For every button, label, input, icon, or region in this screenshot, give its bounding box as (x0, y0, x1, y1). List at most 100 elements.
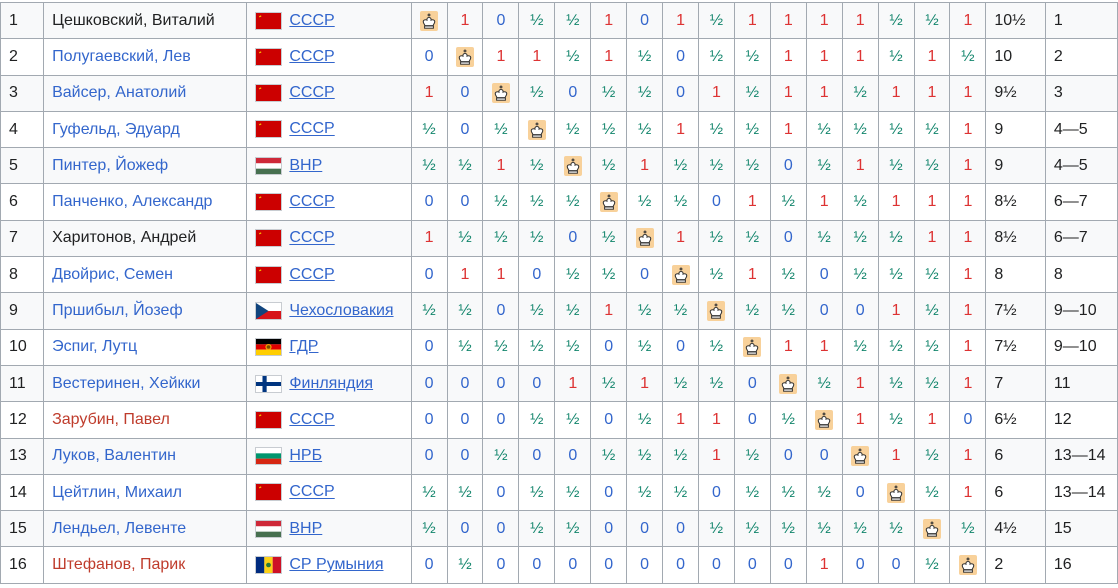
player-name-link[interactable]: Харитонов, Андрей (52, 229, 197, 247)
self-cell (769, 364, 807, 403)
result-value: 0 (855, 302, 865, 320)
player-name-link[interactable]: Цешковский, Виталий (52, 11, 215, 29)
country-link[interactable]: ГДР (289, 338, 319, 356)
country-link[interactable]: СССР (289, 48, 335, 66)
game-result: ½ (410, 147, 448, 185)
game-result: 1 (626, 147, 664, 185)
game-result: ½ (482, 110, 520, 149)
result-value: ½ (745, 229, 760, 247)
player-name-cell: Зарубин, Павел (43, 401, 248, 439)
game-result: ½ (626, 183, 664, 221)
result-value: ½ (781, 519, 795, 537)
game-result: ½ (518, 219, 556, 258)
game-result: 0 (446, 364, 484, 403)
result-value: 1 (963, 483, 973, 501)
chess-king-icon (491, 83, 510, 104)
table-row: 6 Панченко, Александр СССР 0 0 ½ ½ ½ ½ ½ 0 1 ½ 1 ½ 1 1 1 8… (0, 183, 1118, 221)
table-row: 7 Харитонов, Андрей СССР 1 ½ ½ ½ 0 ½ 1 ½ ½ 0 ½ ½ ½ 1 1 8½ 6… (0, 219, 1118, 258)
country-link[interactable]: НРБ (289, 447, 323, 465)
player-name-link[interactable]: Пршибыл, Йозеф (52, 302, 183, 320)
country-link[interactable]: ВНР (289, 519, 323, 537)
result-value: 1 (712, 84, 721, 102)
player-name-link[interactable]: Пинтер, Йожеф (52, 156, 169, 174)
country-link[interactable]: СССР (289, 483, 335, 501)
game-result: ½ (698, 256, 735, 294)
result-value: ½ (781, 302, 795, 320)
country-link[interactable]: СССР (289, 411, 335, 429)
game-result: 1 (949, 437, 987, 475)
country-link[interactable]: СССР (289, 120, 335, 138)
game-result: ½ (913, 292, 951, 330)
player-name-link[interactable]: Цейтлин, Михаил (52, 483, 183, 501)
result-value: ½ (781, 193, 795, 211)
table-row: 13 Луков, Валентин НРБ 0 0 ½ 0 0 ½ ½ ½ 1 ½ 0 0 1 ½ 1 6 13—1… (0, 437, 1118, 475)
country-link[interactable]: СССР (289, 265, 335, 283)
player-name-link[interactable]: Двойрис, Семен (52, 265, 174, 283)
result-value: 1 (424, 84, 434, 102)
flag-fin-icon (255, 374, 283, 393)
country-link[interactable]: СР Румыния (289, 556, 384, 574)
player-name-link[interactable]: Эспиг, Лутц (52, 338, 138, 356)
game-result: ½ (733, 473, 771, 512)
game-result: 1 (446, 256, 484, 294)
game-result: 1 (769, 328, 807, 366)
chess-king-icon (851, 446, 870, 467)
game-result: 1 (805, 546, 843, 584)
result-value: 1 (963, 229, 973, 247)
result-value: 0 (676, 556, 685, 574)
result-value: 0 (712, 193, 721, 211)
result-value: ½ (637, 302, 652, 320)
game-result: 0 (482, 510, 520, 548)
result-value: 0 (640, 265, 650, 283)
game-result: ½ (913, 546, 951, 584)
result-value: 0 (783, 556, 793, 574)
result-value: 0 (532, 374, 542, 392)
points-total: 6 (985, 437, 1046, 475)
game-result: 1 (662, 401, 699, 439)
player-name-link[interactable]: Луков, Валентин (52, 447, 176, 465)
country-link[interactable]: ВНР (289, 156, 323, 174)
result-value: ½ (853, 519, 867, 537)
result-value: 0 (496, 11, 506, 29)
result-value: 0 (747, 410, 757, 428)
result-value: 1 (783, 11, 793, 29)
game-result: ½ (662, 364, 699, 403)
player-name-cell: Луков, Валентин (43, 437, 248, 475)
self-cell (733, 328, 771, 366)
game-result: ½ (554, 183, 592, 221)
result-value: ½ (925, 556, 939, 574)
table-row: 14 Цейтлин, Михаил СССР ½ ½ 0 ½ ½ 0 ½ ½ 0 ½ ½ ½ 0 ½ 1 6 13—… (0, 473, 1118, 512)
player-name-link[interactable]: Панченко, Александр (52, 193, 213, 211)
player-name-link[interactable]: Вестеринен, Хейкки (52, 374, 201, 392)
chess-king-icon (779, 373, 798, 394)
result-value: 0 (891, 556, 901, 574)
result-value: 1 (783, 47, 793, 65)
country-link[interactable]: Финляндия (289, 374, 374, 392)
result-value: ½ (817, 229, 831, 247)
game-result: 0 (626, 256, 664, 294)
result-value: ½ (817, 120, 831, 138)
result-value: 0 (424, 265, 434, 283)
game-result: 1 (913, 219, 951, 258)
game-result: 1 (769, 1, 807, 40)
player-name-link[interactable]: Гуфельд, Эдуард (52, 120, 180, 138)
game-result: ½ (698, 328, 735, 366)
player-name-link[interactable]: Вайсер, Анатолий (52, 84, 187, 102)
player-name-link[interactable]: Полугаевский, Лев (52, 47, 191, 65)
country-link[interactable]: СССР (289, 229, 335, 247)
country-link[interactable]: СССР (289, 193, 335, 211)
result-value: 1 (891, 84, 901, 102)
game-result: 1 (590, 38, 628, 76)
player-name-link[interactable]: Штефанов, Парик (52, 556, 186, 574)
country-link[interactable]: Чехословакия (289, 302, 394, 320)
player-name-link[interactable]: Зарубин, Павел (52, 410, 170, 428)
country-link[interactable]: СССР (289, 11, 335, 29)
game-result: ½ (913, 328, 951, 366)
result-value: 1 (963, 193, 973, 211)
player-name-link[interactable]: Лендьел, Левенте (52, 519, 187, 537)
game-result: ½ (446, 328, 484, 366)
game-result: 0 (698, 546, 735, 584)
player-name-cell: Лендьел, Левенте (43, 510, 248, 548)
game-result: ½ (913, 364, 951, 403)
country-link[interactable]: СССР (289, 84, 335, 102)
